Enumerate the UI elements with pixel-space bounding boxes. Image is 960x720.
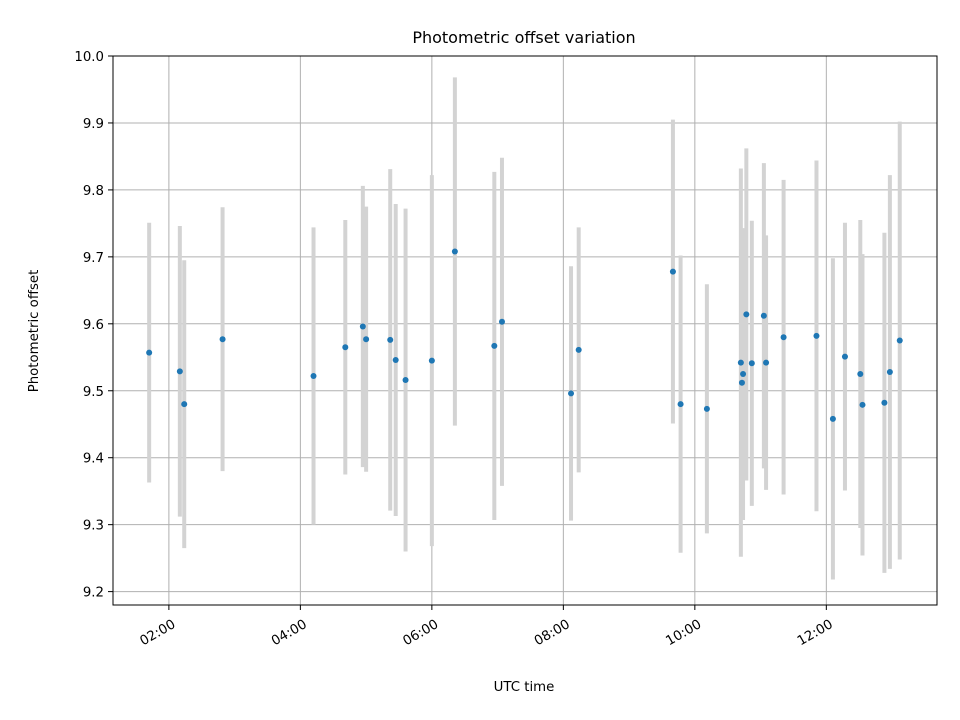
data-point [428, 357, 435, 364]
data-point [568, 390, 575, 397]
data-point [677, 401, 684, 408]
data-point [896, 337, 903, 344]
data-point [359, 323, 366, 330]
data-point [703, 405, 710, 412]
y-tick-label: 9.3 [83, 519, 104, 534]
y-tick-label: 10.0 [74, 50, 104, 65]
y-tick-label: 9.8 [83, 184, 104, 199]
y-tick-label: 9.7 [83, 251, 104, 266]
data-point [181, 401, 188, 408]
data-point [841, 353, 848, 360]
x-tick-label: 06:00 [401, 617, 442, 649]
data-point [738, 379, 745, 386]
data-point [743, 311, 750, 318]
data-point [740, 371, 747, 378]
x-tick-label: 08:00 [532, 617, 573, 649]
data-point [763, 359, 770, 366]
data-point [392, 356, 399, 363]
data-point [402, 377, 409, 384]
data-point [748, 360, 755, 367]
data-point [387, 336, 394, 343]
data-point [760, 312, 767, 319]
y-tick-label: 9.6 [83, 318, 104, 333]
x-axis: 02:00 04:00 06:00 08:00 10:00 12:00 [138, 605, 836, 649]
data-point [491, 342, 498, 349]
data-point [829, 415, 836, 422]
y-axis-label: Photometric offset [27, 270, 42, 393]
y-tick-label: 9.9 [83, 117, 104, 132]
data-point [498, 318, 505, 325]
data-point [669, 268, 676, 275]
data-point [363, 336, 370, 343]
x-tick-label: 10:00 [664, 617, 705, 649]
data-point [575, 346, 582, 353]
errorbars [147, 77, 902, 580]
data-points [146, 248, 903, 422]
x-tick-label: 12:00 [795, 617, 836, 649]
data-point [881, 399, 888, 406]
data-point [146, 349, 153, 356]
chart-title: Photometric offset variation [412, 28, 635, 47]
x-axis-label: UTC time [494, 680, 555, 695]
data-point [176, 368, 183, 375]
x-tick-label: 02:00 [138, 617, 179, 649]
y-tick-label: 9.4 [83, 452, 104, 467]
data-point [451, 248, 458, 255]
data-point [857, 371, 864, 378]
data-point [780, 334, 787, 341]
data-point [886, 369, 893, 376]
grid [113, 55, 937, 605]
y-tick-label: 9.2 [83, 586, 104, 601]
data-point [737, 359, 744, 366]
y-axis: 9.2 9.3 9.4 9.5 9.6 9.7 9.8 9.9 10.0 [74, 50, 113, 601]
plot-frame [112, 55, 938, 606]
data-point [813, 332, 820, 339]
data-point [342, 344, 349, 351]
data-point [310, 373, 317, 380]
y-tick-label: 9.5 [83, 385, 104, 400]
x-tick-label: 04:00 [269, 617, 310, 649]
data-point [219, 336, 226, 343]
data-point [859, 401, 866, 408]
